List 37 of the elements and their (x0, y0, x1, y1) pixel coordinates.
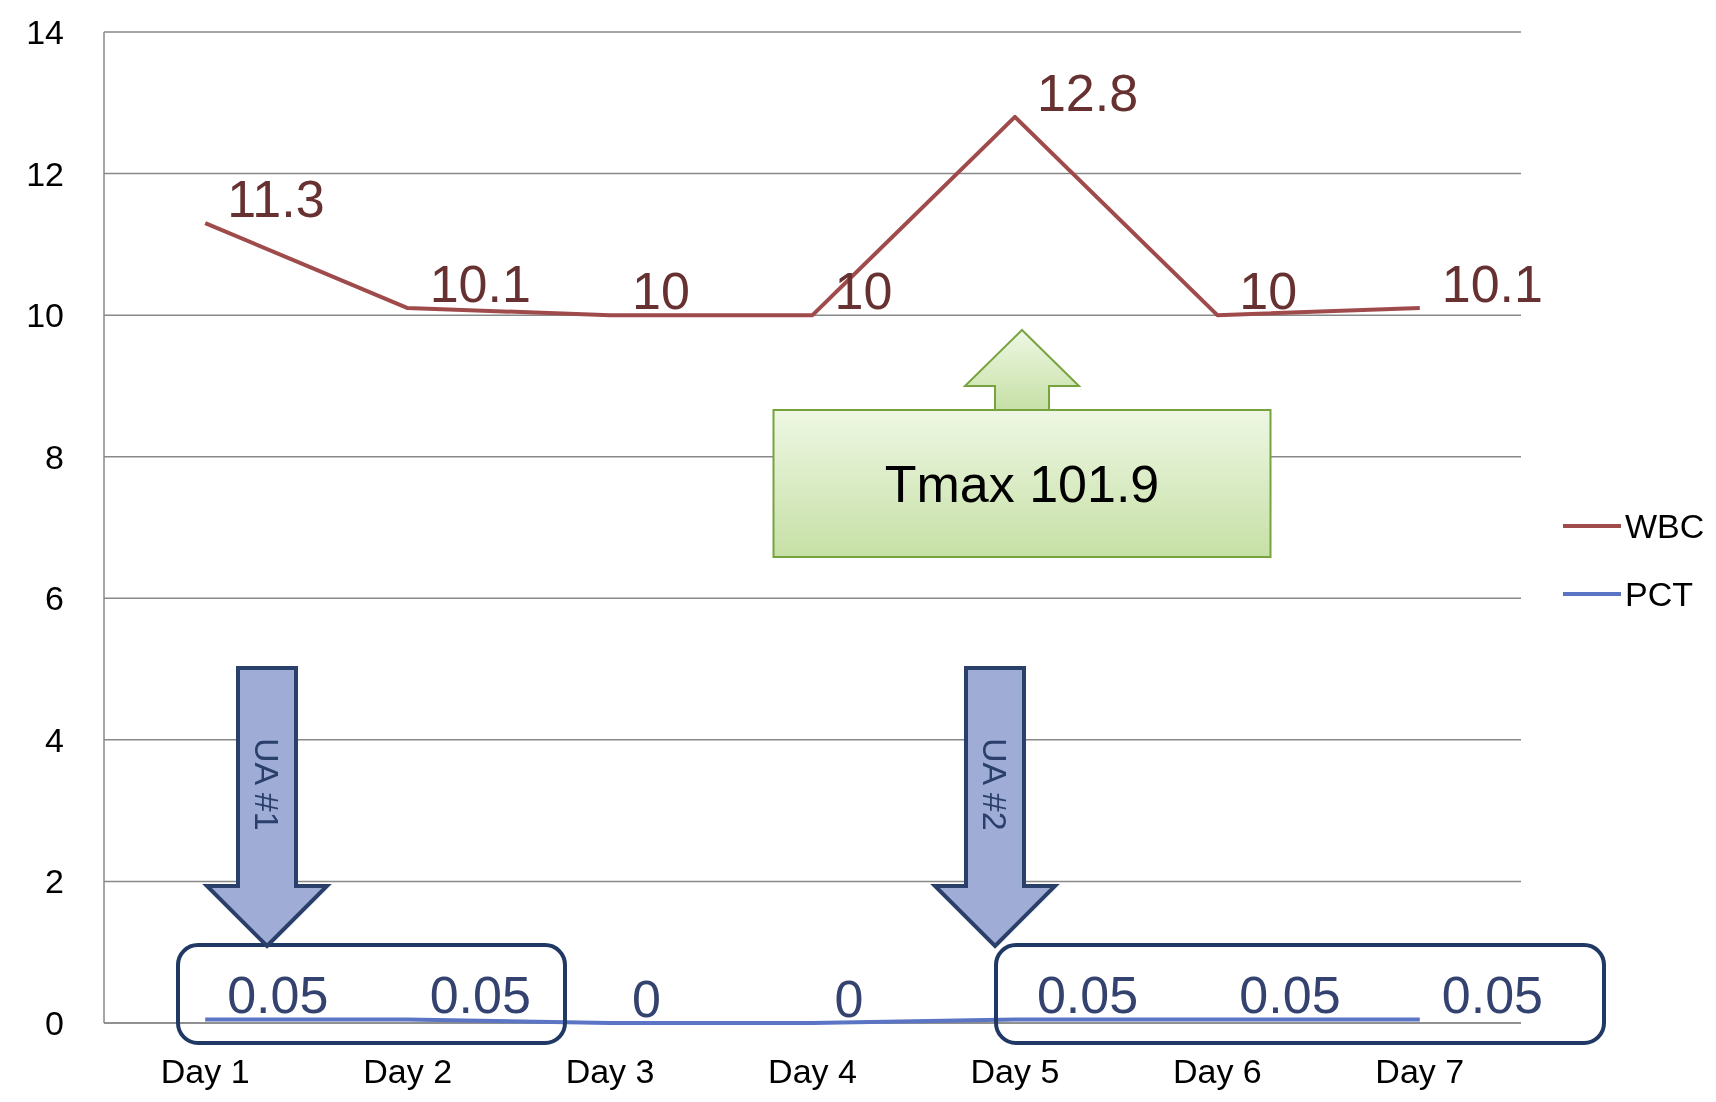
x-tick-label: Day 3 (565, 1052, 655, 1090)
line-series (203, 114, 1422, 318)
y-tick-label: 10 (26, 296, 64, 335)
data-label: 0.05 (1239, 966, 1341, 1025)
data-label: 0.05 (227, 966, 329, 1025)
x-tick-label: Day 2 (363, 1052, 453, 1090)
data-label: 10 (1239, 262, 1298, 321)
data-label: 10 (834, 262, 893, 321)
data-label: 0.05 (1036, 966, 1139, 1025)
x-tick-label: Day 5 (970, 1052, 1060, 1090)
down-arrow: UA #1 (202, 666, 332, 949)
down-arrow: UA #2 (930, 666, 1060, 949)
annotation: Tmax 101.9 (884, 454, 1160, 513)
annotation: UA #1 (248, 738, 286, 831)
data-label: 0 (834, 970, 864, 1028)
y-tick-label: 6 (45, 579, 64, 618)
data-label: 10.1 (429, 255, 531, 314)
x-tick-label: Day 7 (1375, 1052, 1465, 1090)
data-label: 0.05 (429, 966, 531, 1025)
data-label: 10 (632, 262, 690, 321)
x-tick-label: Day 4 (768, 1052, 857, 1090)
data-label: 11.3 (227, 170, 325, 229)
legend-label: PCT (1625, 575, 1693, 613)
y-tick-label: 2 (45, 862, 64, 901)
annotation: UA #2 (976, 738, 1014, 831)
y-tick-label: 14 (26, 13, 64, 51)
data-label: 10.1 (1441, 255, 1543, 314)
y-tick-label: 0 (45, 1004, 64, 1042)
legend-label: WBC (1625, 507, 1705, 545)
data-label: 0 (632, 970, 661, 1028)
y-tick-label: 4 (45, 720, 64, 759)
data-label: 12.8 (1036, 63, 1139, 122)
y-tick-label: 8 (45, 437, 64, 476)
data-label: 0.05 (1441, 966, 1543, 1025)
y-tick-label: 12 (26, 154, 64, 193)
x-tick-label: Day 6 (1172, 1052, 1262, 1090)
x-tick-label: Day 1 (160, 1052, 250, 1090)
